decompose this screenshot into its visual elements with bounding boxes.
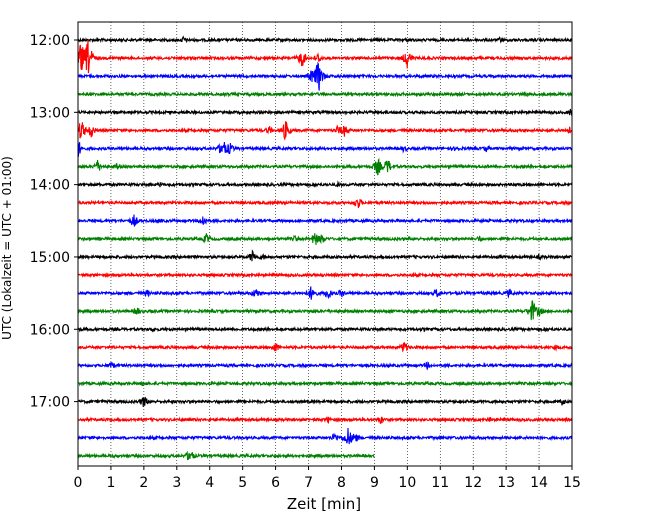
trace-line-1515	[77, 271, 573, 279]
x-tick-label: 0	[74, 475, 83, 491]
trace-line-1300	[77, 108, 573, 117]
trace-line-1200	[77, 35, 573, 44]
trace-line-1730	[77, 428, 573, 445]
y-axis-label: UTC (Lokalzeit = UTC + 01:00)	[0, 156, 14, 340]
trace-line-1615	[77, 342, 573, 353]
trace-line-1215	[77, 39, 573, 74]
x-tick-label: 1	[106, 475, 115, 491]
trace-line-1645	[77, 380, 573, 387]
trace-line-1530	[77, 286, 573, 300]
x-tick-label: 10	[398, 475, 416, 491]
plot-frame	[77, 21, 573, 467]
y-tick-label: 14:00	[30, 178, 70, 194]
y-tick-label: 15:00	[30, 250, 70, 266]
trace-line-1545	[77, 300, 573, 321]
trace-line-1245	[77, 90, 573, 98]
x-tick-label: 8	[337, 475, 346, 491]
x-tick-label: 6	[271, 475, 280, 491]
y-tick-label: 17:00	[30, 395, 70, 411]
trace-line-1330	[77, 141, 573, 157]
trace-line-1630	[77, 361, 573, 371]
x-tick-label: 4	[205, 475, 214, 491]
x-tick-label: 3	[172, 475, 181, 491]
y-tick-label: 16:00	[30, 322, 70, 338]
x-tick-label: 15	[563, 475, 581, 491]
traces	[77, 35, 573, 461]
y-tick-label: 12:00	[30, 33, 70, 49]
trace-line-1345	[77, 157, 573, 176]
trace-line-1745	[77, 450, 375, 461]
x-axis-label: Zeit [min]	[287, 495, 361, 513]
x-tick-label: 7	[304, 475, 313, 491]
trace-line-1430	[77, 214, 573, 227]
trace-line-1500	[77, 249, 573, 262]
x-tick-label: 2	[139, 475, 148, 491]
y-tick-label: 13:00	[30, 105, 70, 121]
trace-line-1415	[77, 198, 573, 209]
grid	[110, 22, 540, 466]
x-tick-label: 5	[238, 475, 247, 491]
x-tick-label: 13	[497, 475, 515, 491]
trace-line-1715	[77, 416, 573, 424]
trace-line-1400	[77, 180, 573, 189]
trace-line-1600	[77, 325, 573, 333]
y-axis: 12:00 13:00 14:00 15:00 16:00 17:00	[30, 33, 78, 411]
x-tick-label: 9	[370, 475, 379, 491]
x-tick-label: 14	[530, 475, 548, 491]
x-tick-label: 12	[464, 475, 482, 491]
trace-line-1230	[77, 61, 573, 91]
trace-line-1315	[77, 121, 573, 141]
trace-line-1700	[77, 396, 573, 407]
trace-line-1445	[77, 233, 573, 245]
x-axis: 0 1 2 3 4 5 6 7 8 9 10 11 12 13 14 15	[74, 466, 581, 491]
x-tick-label: 11	[431, 475, 449, 491]
